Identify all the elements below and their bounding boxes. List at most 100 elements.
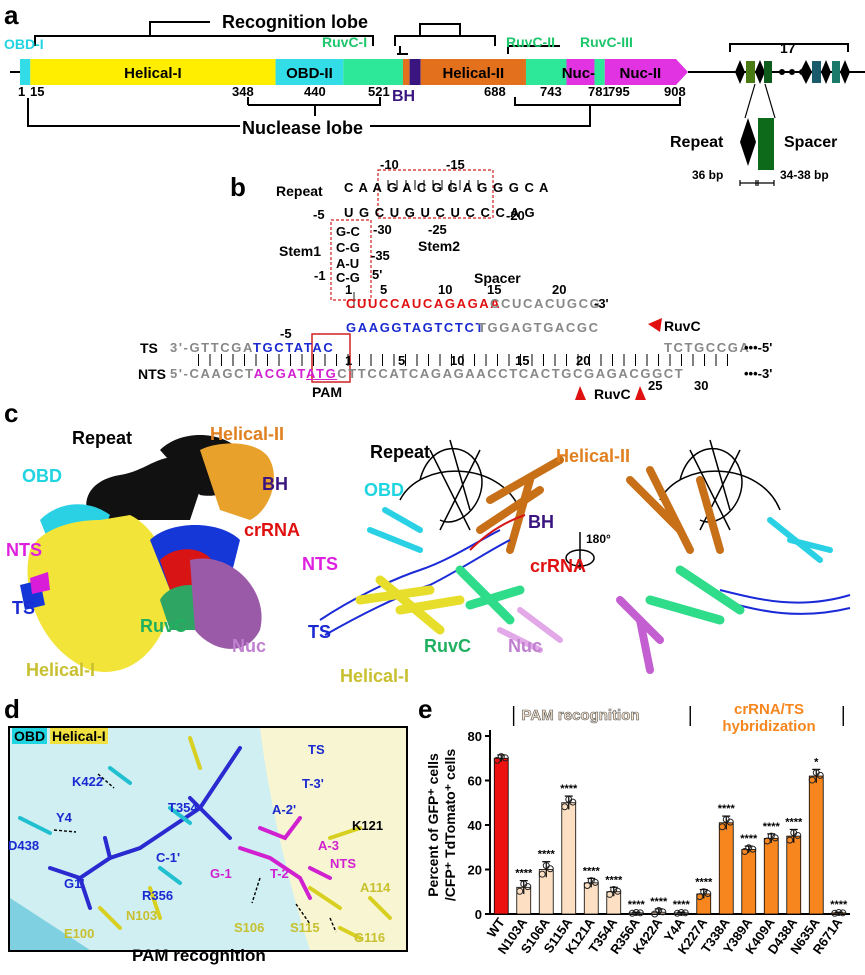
- stem1-pair-4: C-G: [336, 270, 360, 285]
- res-e100: E100: [64, 926, 95, 941]
- domain-segment: [275, 59, 344, 85]
- d-caption: PAM recognition: [132, 946, 266, 965]
- res-g116: G116: [354, 930, 386, 945]
- data-point: [524, 883, 532, 891]
- position-label: 521: [368, 84, 390, 99]
- crrna-diagram: [311, 169, 662, 400]
- panel-letter-a: a: [4, 0, 19, 30]
- data-point: [786, 836, 794, 844]
- d-helical1-tag: Helical-I: [50, 728, 108, 744]
- data-point: [583, 882, 591, 890]
- bh-label: BH: [392, 88, 416, 105]
- bar-K409A: [763, 837, 779, 915]
- num-m25: -25: [428, 222, 447, 237]
- data-point: [614, 887, 622, 895]
- num-m1: -1: [314, 268, 326, 283]
- stem2-label: Stem2: [418, 238, 461, 254]
- nts-label: NTS: [138, 366, 166, 382]
- data-point: [651, 910, 659, 918]
- c-repeat-left: Repeat: [72, 428, 133, 448]
- domain-segment: [30, 59, 276, 85]
- num-15-crrna: 15: [487, 282, 502, 297]
- c-repeat-mid: Repeat: [370, 442, 431, 462]
- c-helical2-mid: Helical-II: [556, 446, 631, 466]
- spacer-rect-large: [758, 118, 774, 170]
- domain-architecture: Helical-I OBD-II Helical-II Nuc-I Nuc-II: [10, 21, 865, 186]
- res-ts: TS: [308, 742, 325, 757]
- significance-label: *: [814, 756, 819, 768]
- position-label: 1: [18, 84, 26, 99]
- res-a2p: A-2': [272, 802, 297, 817]
- significance-label: ****: [515, 868, 533, 880]
- ruvc-label-1: RuvC: [664, 318, 701, 334]
- res-s115: S115: [290, 920, 320, 935]
- position-label: 908: [664, 84, 686, 99]
- significance-label: ****: [740, 833, 758, 845]
- repeat-density: [86, 457, 200, 520]
- spacer-rect: [746, 61, 755, 83]
- res-c1p: C-1': [156, 850, 181, 865]
- significance-label: ****: [583, 865, 601, 877]
- domain-label: Nuc-I: [562, 65, 600, 82]
- spacer-label-b: Spacer: [474, 270, 521, 286]
- ruvc1-label: RuvC-I: [322, 34, 368, 50]
- crrna-grey-seq: CCUCACUGCG: [490, 296, 602, 311]
- domain-segment: [525, 59, 567, 85]
- domain-segment: [420, 59, 526, 85]
- res-r356: R356: [142, 888, 174, 903]
- res-t2: T-2: [270, 866, 289, 881]
- data-point: [681, 909, 689, 917]
- num-20-crrna: 20: [552, 282, 567, 297]
- data-point: [493, 756, 501, 764]
- ruvc2-label: RuvC-II: [506, 34, 555, 50]
- nts-end: •••-3': [744, 366, 773, 381]
- domain-segment: [402, 59, 410, 85]
- num-1-top: 1: [345, 282, 353, 297]
- num-30: 30: [694, 378, 709, 393]
- res-t3p: T-3': [302, 776, 324, 791]
- data-point: [659, 908, 667, 916]
- num-5-crrna: 5: [380, 282, 388, 297]
- domain-segment: [566, 59, 595, 85]
- data-point: [516, 887, 524, 895]
- bar-Y389A: [741, 849, 757, 915]
- c-nts-mid: NTS: [302, 554, 338, 574]
- data-point: [497, 753, 505, 761]
- crrna-red-seq: CUUCCAUCAGAGAA: [346, 296, 502, 311]
- domain-segment: [343, 59, 403, 85]
- helical2-density: [200, 443, 274, 520]
- panel-letter-b: b: [230, 172, 246, 202]
- res-s106: S106: [234, 920, 265, 935]
- group-label-pam: PAM recognition: [522, 707, 640, 724]
- spacer-label: Spacer: [784, 134, 838, 151]
- panel-letter-c: c: [4, 398, 19, 428]
- data-point: [763, 837, 771, 845]
- y-tick-label: 80: [468, 729, 482, 744]
- y-tick-label: 20: [468, 863, 482, 878]
- data-point: [561, 803, 569, 811]
- num-5prime: 5': [372, 267, 383, 282]
- res-g1: G-1: [210, 866, 232, 881]
- domain-segment: [594, 59, 605, 85]
- stem1-pair-1: G-C: [336, 224, 360, 239]
- data-point: [741, 847, 749, 855]
- data-point: [704, 890, 712, 898]
- position-label: 743: [540, 84, 562, 99]
- repeat-label-b: Repeat: [276, 183, 323, 199]
- bar-K121A: [583, 882, 599, 915]
- significance-label: ****: [763, 821, 781, 833]
- bar-WT: [493, 757, 509, 915]
- num-m30: -30: [373, 222, 392, 237]
- num-10-crrna: 10: [438, 282, 453, 297]
- res-y4: Y4: [56, 810, 72, 825]
- recognition-lobe-label: Recognition lobe: [222, 12, 368, 32]
- domain-label: Helical-I: [124, 65, 182, 82]
- c-bh-mid: BH: [528, 512, 554, 532]
- significance-label: ****: [830, 899, 848, 911]
- repeat-diamond: [735, 60, 745, 84]
- ruvc-label-2: RuvC: [594, 386, 631, 402]
- bar-D438A: [786, 835, 802, 915]
- num-m10: -10: [380, 157, 399, 172]
- ruvc3-label: RuvC-III: [580, 34, 633, 50]
- stem1-label: Stem1: [279, 243, 322, 259]
